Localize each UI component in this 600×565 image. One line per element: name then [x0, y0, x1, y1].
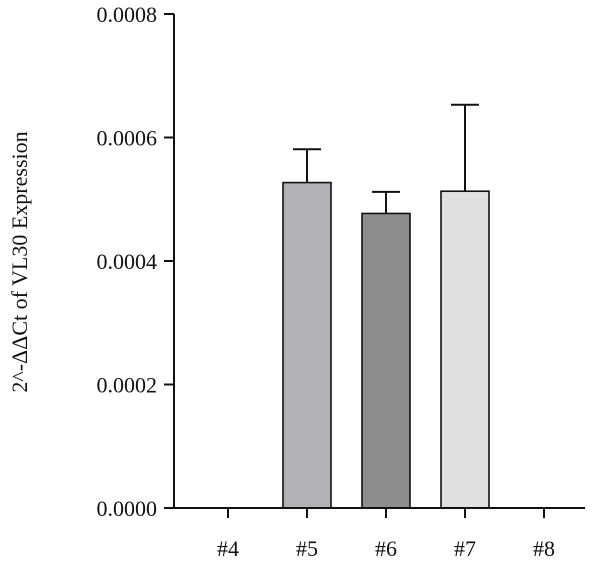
- y-tick-label: 0.0008: [97, 2, 158, 27]
- y-tick-label: 0.0002: [97, 373, 158, 398]
- x-tick-label: #6: [375, 536, 397, 561]
- x-tick-label: #7: [454, 536, 476, 561]
- bar: [282, 181, 332, 509]
- x-tick-label: #4: [217, 536, 239, 561]
- y-axis-ticks: 0.0000 0.0002 0.0004 0.0006 0.0008: [97, 2, 174, 521]
- x-tick-label: #8: [533, 536, 555, 561]
- bar: [440, 190, 490, 509]
- bars: [282, 181, 490, 509]
- error-bars: [293, 103, 479, 214]
- y-tick-label: 0.0004: [97, 249, 158, 274]
- y-tick-label: 0.0006: [97, 126, 158, 151]
- bar: [361, 212, 411, 509]
- x-axis-ticks: #4 #5 #6 #7 #8: [217, 508, 555, 561]
- x-tick-label: #5: [296, 536, 318, 561]
- y-axis-label: 2^-ΔΔCt of VL30 Expression: [7, 131, 32, 392]
- y-tick-label: 0.0000: [97, 496, 158, 521]
